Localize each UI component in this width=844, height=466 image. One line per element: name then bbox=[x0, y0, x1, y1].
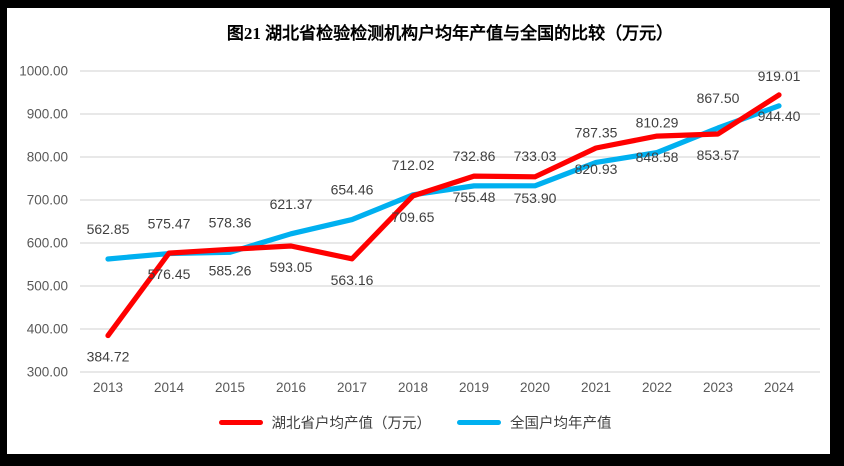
y-axis-tick-label: 1000.00 bbox=[19, 64, 68, 79]
x-axis-tick-label: 2017 bbox=[337, 380, 367, 395]
hubei-data-label: 709.65 bbox=[392, 209, 435, 225]
x-axis-tick-label: 2020 bbox=[520, 380, 550, 395]
national-line-swatch bbox=[457, 419, 501, 425]
x-axis-tick-label: 2018 bbox=[398, 380, 428, 395]
national-data-label: 867.50 bbox=[697, 90, 740, 106]
x-axis-tick-label: 2015 bbox=[215, 380, 245, 395]
hubei-data-label: 848.58 bbox=[636, 149, 679, 165]
x-axis-tick-label: 2023 bbox=[703, 380, 733, 395]
legend-label-hubei: 湖北省户均产值（万元） bbox=[271, 415, 432, 432]
national-data-label: 621.37 bbox=[270, 196, 313, 212]
y-axis-tick-label: 600.00 bbox=[27, 236, 68, 251]
hubei-data-label: 384.72 bbox=[87, 349, 130, 365]
national-data-label: 562.85 bbox=[87, 221, 130, 237]
y-axis-tick-label: 900.00 bbox=[27, 107, 68, 122]
x-axis-tick-label: 2021 bbox=[581, 380, 611, 395]
hubei-series-line bbox=[105, 92, 782, 339]
legend-item-hubei: 湖北省户均产值（万元） bbox=[218, 412, 432, 433]
national-data-label: 654.46 bbox=[331, 182, 374, 198]
chart-legend: 湖北省户均产值（万元） 全国户均年产值 bbox=[0, 409, 830, 435]
y-axis-tick-label: 400.00 bbox=[27, 322, 68, 337]
y-axis-tick-label: 800.00 bbox=[27, 150, 68, 165]
national-data-label: 712.02 bbox=[392, 157, 435, 173]
national-data-label: 578.36 bbox=[209, 214, 252, 230]
hubei-data-label: 753.90 bbox=[514, 190, 557, 206]
national-data-label: 575.47 bbox=[148, 216, 191, 232]
chart-background bbox=[7, 8, 830, 454]
hubei-data-label: 853.57 bbox=[697, 147, 740, 163]
legend-label-national: 全国户均年产值 bbox=[510, 415, 612, 432]
y-axis-tick-label: 500.00 bbox=[27, 279, 68, 294]
national-data-label: 732.86 bbox=[453, 148, 496, 164]
hubei-line-swatch bbox=[218, 419, 263, 425]
hubei-data-label: 593.05 bbox=[270, 259, 313, 275]
x-axis-tick-label: 2013 bbox=[93, 380, 123, 395]
national-data-label: 733.03 bbox=[514, 148, 557, 164]
hubei-data-label: 585.26 bbox=[209, 262, 252, 278]
chart-title: 图21 湖北省检验检测机构户均年产值与全国的比较（万元） bbox=[226, 24, 674, 43]
x-axis-tick-label: 2022 bbox=[642, 380, 672, 395]
legend-item-national: 全国户均年产值 bbox=[457, 412, 612, 433]
hubei-data-label: 944.40 bbox=[758, 108, 801, 124]
x-axis-tick-label: 2024 bbox=[764, 380, 795, 395]
national-data-label: 810.29 bbox=[636, 115, 679, 131]
national-data-label: 919.01 bbox=[758, 68, 801, 84]
y-axis-tick-label: 700.00 bbox=[27, 193, 68, 208]
x-axis-tick-label: 2014 bbox=[154, 380, 185, 395]
national-data-label: 787.35 bbox=[575, 124, 618, 140]
hubei-data-label: 576.45 bbox=[148, 266, 191, 282]
x-axis-tick-label: 2019 bbox=[459, 380, 489, 395]
hubei-data-label: 563.16 bbox=[331, 272, 374, 288]
hubei-data-label: 820.93 bbox=[575, 161, 618, 177]
x-axis-tick-label: 2016 bbox=[276, 380, 306, 395]
y-axis-tick-label: 300.00 bbox=[27, 365, 68, 380]
hubei-data-label: 755.48 bbox=[453, 189, 496, 205]
